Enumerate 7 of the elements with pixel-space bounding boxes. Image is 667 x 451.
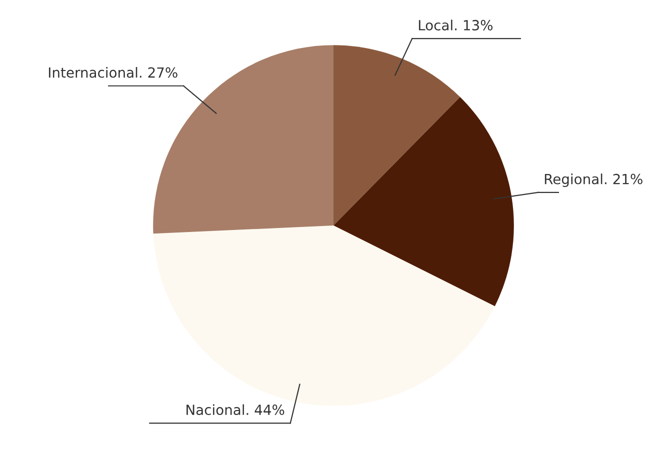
- pie-slice: [153, 226, 495, 406]
- slice-label: Nacional. 44%: [186, 404, 284, 416]
- slice-label: Regional. 21%: [544, 174, 642, 187]
- slice-label: Internacional. 27%: [48, 67, 178, 78]
- slice-label: Local. 13%: [418, 20, 493, 30]
- pie-slice: [334, 96, 514, 306]
- pie-slice: [334, 45, 460, 226]
